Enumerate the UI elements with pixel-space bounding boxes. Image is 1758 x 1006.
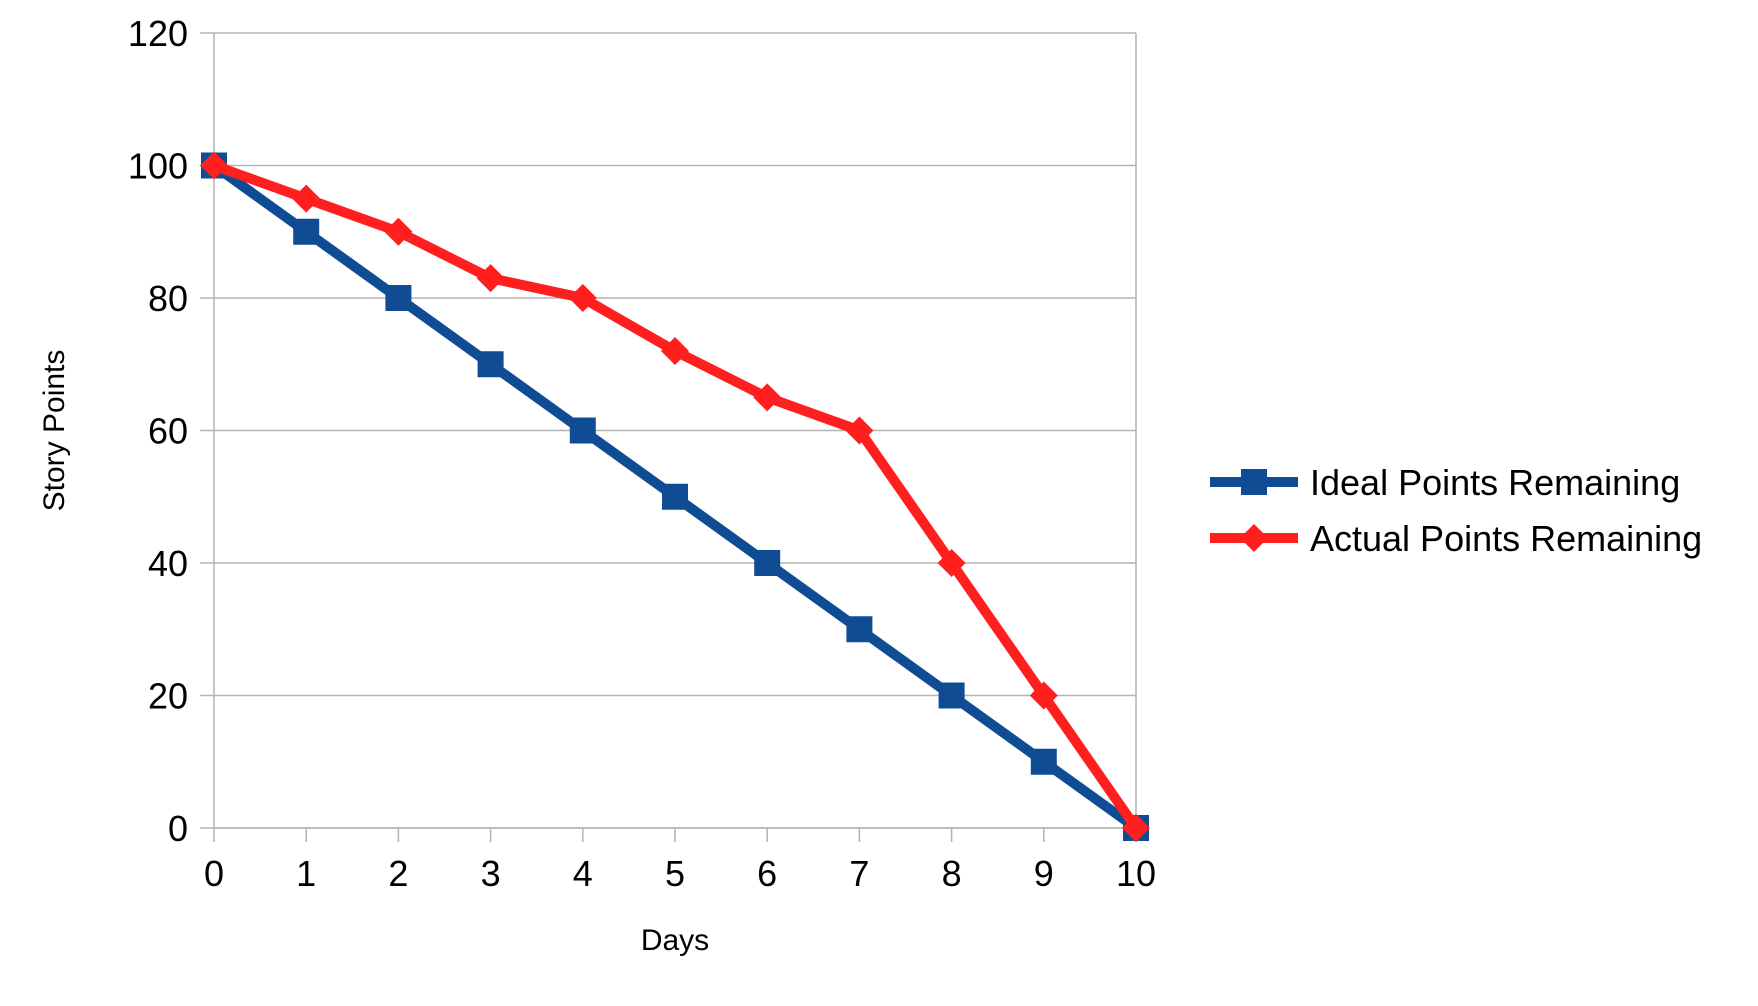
data-point: [1029, 681, 1058, 710]
data-point: [1030, 748, 1057, 775]
x-axis-title: Days: [641, 924, 709, 957]
data-point: [937, 549, 966, 577]
y-tick-label: 100: [128, 146, 188, 187]
data-point: [477, 351, 504, 378]
x-tick-label: 8: [942, 853, 962, 894]
y-tick-label: 80: [148, 278, 188, 319]
y-tick-label: 0: [168, 808, 188, 849]
x-tick-label: 5: [665, 853, 685, 894]
data-point: [661, 337, 689, 365]
data-point: [293, 218, 320, 245]
data-point: [845, 416, 874, 445]
axes-layer: 0 20 40 60 80 100 120 0 1 2 3 4 5 6 7 8 9 10: [128, 13, 1156, 894]
data-point: [754, 550, 781, 576]
y-tick-label: 20: [148, 676, 188, 717]
y-tick-label: 40: [148, 543, 188, 584]
x-tick-label: 4: [573, 853, 593, 894]
y-tick-label: 60: [148, 411, 188, 452]
legend-swatch-marker: [1240, 524, 1268, 552]
y-tick-label: 120: [128, 13, 188, 54]
data-point: [1122, 814, 1150, 842]
y-axis-title: Story Points: [38, 350, 71, 512]
data-point: [753, 383, 782, 412]
data-point: [476, 264, 505, 293]
data-point: [569, 417, 596, 444]
x-tick-label: 1: [296, 853, 316, 894]
legend-swatch-marker: [1241, 469, 1267, 495]
grid-layer: [214, 32, 1136, 829]
data-point: [568, 284, 597, 312]
x-tick-label: 9: [1034, 853, 1054, 894]
legend-entry: Ideal Points Remaining: [1210, 462, 1680, 503]
x-tick-label: 7: [849, 853, 869, 894]
legend-label: Actual Points Remaining: [1310, 518, 1702, 559]
data-point: [292, 184, 321, 213]
data-point: [200, 151, 228, 180]
x-tick-label: 2: [388, 853, 408, 894]
legend-label: Ideal Points Remaining: [1310, 462, 1680, 503]
data-point: [384, 217, 413, 246]
x-tick-label: 0: [204, 853, 224, 894]
x-tick-label: 3: [481, 853, 501, 894]
data-point: [385, 285, 412, 311]
series-0: [201, 152, 1149, 841]
series-1: [200, 151, 1150, 842]
legend-entry: Actual Points Remaining: [1210, 518, 1702, 559]
x-tick-label: 6: [757, 853, 777, 894]
series-layer: [200, 151, 1150, 842]
data-point: [662, 483, 688, 510]
x-tick-label: 10: [1116, 853, 1156, 894]
legend: Ideal Points Remaining Actual Points Rema…: [1210, 462, 1702, 559]
data-point: [938, 682, 965, 709]
data-point: [846, 616, 873, 643]
